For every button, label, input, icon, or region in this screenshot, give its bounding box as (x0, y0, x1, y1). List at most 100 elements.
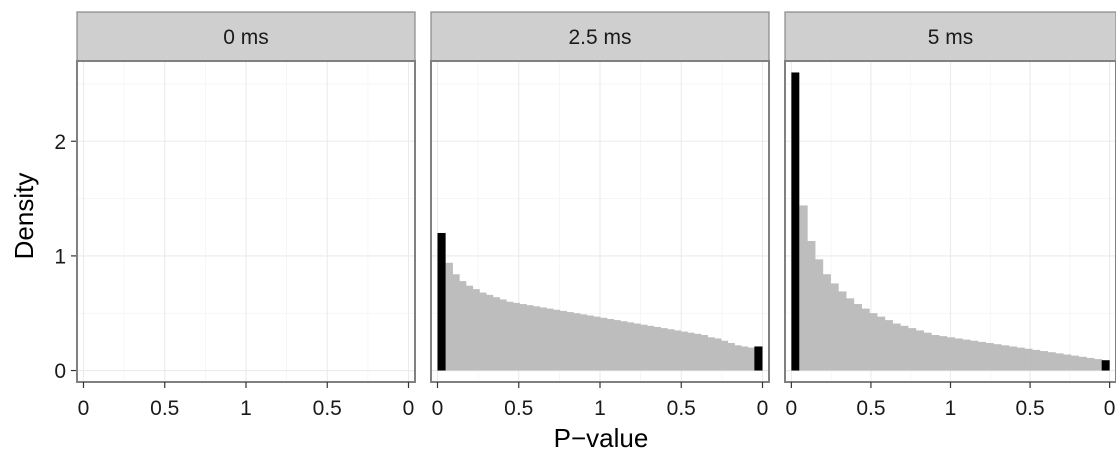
histogram-bar (626, 322, 635, 371)
histogram-bar (876, 316, 886, 371)
histogram-bar (465, 285, 474, 371)
histogram-bar (1039, 351, 1049, 371)
histogram-bar-highlight (791, 72, 800, 371)
histogram-bar (1016, 347, 1025, 371)
y-axis-title: Density (9, 173, 39, 260)
x-tick-label: 0.5 (1015, 397, 1044, 420)
histogram-bar (653, 326, 662, 371)
histogram-bar (532, 306, 541, 371)
histogram-bar (923, 332, 932, 371)
histogram-bar (1047, 352, 1056, 371)
histogram-bar (1008, 346, 1017, 371)
histogram-bar (822, 274, 831, 371)
histogram-bar (660, 328, 668, 371)
x-tick-label: 0 (1104, 397, 1116, 420)
histogram-bar (977, 341, 986, 371)
histogram-bar (915, 330, 924, 371)
histogram-bar (1062, 354, 1072, 371)
histogram-bar (900, 325, 909, 371)
histogram-bar (559, 310, 568, 371)
histogram-bar (539, 307, 547, 371)
histogram-bar (985, 343, 994, 371)
histogram-bar (526, 305, 534, 371)
histogram-bar (807, 240, 816, 371)
facet-panel: 2.5 ms 0 0.5 1 0.5 0 (430, 11, 770, 420)
histogram-bar (593, 316, 601, 371)
histogram-bar (993, 344, 1002, 371)
facet-panel: 5 ms 0 0.5 1 0.5 0 (784, 11, 1116, 420)
x-tick-label: 0 (757, 397, 769, 420)
histogram-bar (892, 323, 901, 371)
histogram-bar (479, 292, 487, 371)
x-tick-label: 0.5 (667, 397, 696, 420)
histogram-bar (884, 320, 893, 371)
histogram-bar (1055, 353, 1064, 371)
histogram-bar (452, 274, 460, 371)
histogram-bar (845, 298, 855, 371)
histogram-bar (907, 328, 917, 371)
y-tick-label: 1 (54, 245, 66, 268)
facet-strip-label: 2.5 ms (568, 26, 631, 49)
histogram-bar (667, 329, 675, 371)
histogram-bar (1070, 355, 1080, 371)
y-tick-label: 2 (54, 131, 66, 154)
histogram-bar (931, 334, 940, 371)
histogram-bar (606, 318, 615, 371)
histogram-bar (613, 320, 621, 371)
histogram-bar (640, 324, 648, 371)
facet-strip-label: 0 ms (223, 26, 269, 49)
histogram-bar (586, 315, 594, 371)
histogram-bar (492, 297, 500, 371)
histogram-bar (459, 281, 467, 371)
histogram-bar (1093, 359, 1103, 371)
histogram-bar-highlight (754, 346, 763, 371)
x-tick-label: 0.5 (150, 397, 179, 420)
histogram-bar (600, 317, 608, 371)
histogram-bar (620, 321, 628, 371)
x-tick-label: 0.5 (313, 397, 342, 420)
histogram-bar (799, 205, 808, 371)
histogram-bar (707, 337, 715, 371)
histogram-bar (633, 323, 641, 371)
histogram-bar (869, 313, 878, 371)
histogram-bar (485, 294, 494, 371)
histogram-bar (853, 304, 862, 371)
histogram-bar (673, 330, 682, 371)
histogram-bar (1031, 349, 1041, 371)
histogram-bar (445, 262, 453, 371)
histogram-bar (938, 336, 948, 371)
histogram-bar (714, 338, 722, 371)
histogram-bar (1000, 345, 1010, 371)
histogram-bar (687, 332, 695, 371)
histogram-bar (962, 339, 971, 371)
histogram-bar (700, 334, 708, 371)
histogram-bar (734, 345, 742, 371)
histogram-bar (646, 325, 655, 371)
histogram-bar (740, 346, 749, 371)
histogram-bar (512, 302, 521, 371)
histogram-bar (693, 333, 702, 371)
histogram-bar (680, 331, 688, 371)
facet-strip (430, 11, 770, 62)
histogram-bar (838, 291, 847, 371)
x-tick-label: 1 (945, 397, 957, 420)
histogram-bar (747, 347, 755, 371)
y-tick-label: 0 (54, 360, 66, 383)
x-tick-label: 0.5 (504, 397, 533, 420)
histogram-bar (727, 343, 735, 371)
x-tick-label: 0 (786, 397, 798, 420)
facet-strip (76, 11, 416, 62)
histogram-bar (969, 340, 979, 371)
histogram-bar (954, 338, 963, 371)
histogram-bar (720, 340, 729, 371)
x-tick-label: 0 (403, 397, 415, 420)
histogram-bar-highlight (1101, 360, 1110, 371)
histogram-bar (573, 313, 581, 371)
histogram-bar (946, 337, 955, 371)
histogram-bar (546, 308, 554, 371)
histogram-bar (579, 314, 588, 371)
histogram-bar (519, 304, 527, 371)
histogram-bar (1024, 348, 1033, 371)
facet-strip-label: 5 ms (928, 26, 974, 49)
